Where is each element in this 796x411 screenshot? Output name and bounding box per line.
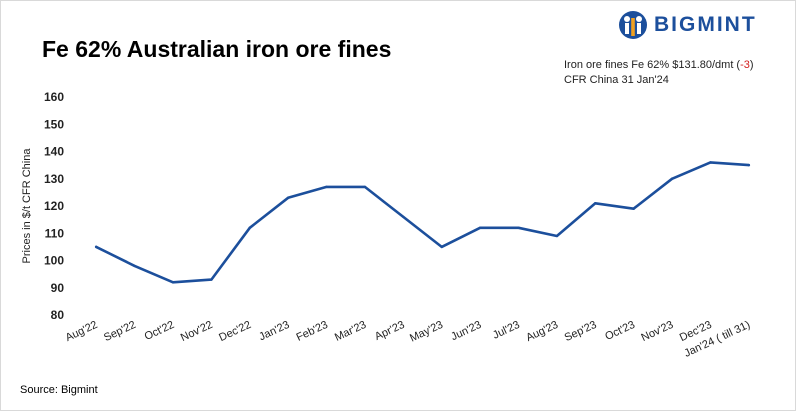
x-tick-label: Sep'23 bbox=[563, 319, 599, 344]
series-line bbox=[94, 161, 751, 284]
x-tick-label: Jul'23 bbox=[491, 319, 522, 342]
x-tick-label: Jun'23 bbox=[449, 319, 483, 343]
y-tick-label: 110 bbox=[45, 226, 65, 240]
data-point bbox=[747, 163, 751, 167]
x-tick-label: Nov'22 bbox=[179, 319, 215, 344]
x-tick-label: May'23 bbox=[408, 319, 445, 345]
price-change: -3 bbox=[740, 59, 750, 71]
chart-title: Fe 62% Australian iron ore fines bbox=[42, 36, 392, 62]
data-point bbox=[171, 281, 175, 284]
y-tick-label: 160 bbox=[44, 90, 64, 104]
bigmint-logo: BIGMINT bbox=[618, 9, 757, 41]
x-tick-label: Aug'23 bbox=[524, 319, 560, 344]
x-tick-label: Jan'23 bbox=[257, 319, 291, 343]
source-note: Source: Bigmint bbox=[20, 384, 98, 396]
data-point bbox=[363, 185, 367, 189]
data-point bbox=[440, 245, 443, 249]
brand-name: BIGMINT bbox=[654, 13, 757, 36]
y-tick-label: 140 bbox=[44, 145, 64, 159]
people-icon bbox=[619, 11, 647, 39]
y-axis-label: Prices in $/t CFR China bbox=[21, 148, 33, 264]
data-point bbox=[286, 196, 290, 200]
data-point bbox=[594, 202, 597, 205]
x-tick-label: Oct'22 bbox=[143, 319, 177, 343]
data-point bbox=[517, 226, 520, 229]
data-point bbox=[632, 207, 635, 210]
y-tick-label: 130 bbox=[44, 172, 64, 186]
price-annotation: Iron ore fines Fe 62% $131.80/dmt (-3) C… bbox=[564, 58, 754, 88]
data-point bbox=[133, 264, 136, 268]
price-annotation-line-1: Iron ore fines Fe 62% $131.80/dmt (-3) bbox=[564, 58, 754, 73]
x-tick-label: Feb'23 bbox=[295, 319, 330, 344]
y-tick-label: 150 bbox=[44, 117, 64, 131]
data-point bbox=[325, 185, 328, 189]
x-tick-label: Sep'22 bbox=[102, 319, 138, 344]
data-point bbox=[670, 177, 674, 180]
data-point bbox=[94, 245, 98, 249]
price-annotation-line-2: CFR China 31 Jan'24 bbox=[564, 74, 669, 86]
x-tick-label: Aug'22 bbox=[64, 319, 100, 344]
data-point bbox=[478, 226, 482, 229]
x-tick-label: Mar'23 bbox=[333, 319, 368, 344]
price-text: Iron ore fines Fe 62% $131.80/dmt ( bbox=[564, 59, 741, 71]
y-tick-label: 80 bbox=[51, 308, 65, 322]
data-point bbox=[402, 215, 405, 219]
x-tick-label: Apr'23 bbox=[373, 319, 407, 343]
x-tick-label: Nov'23 bbox=[639, 319, 675, 344]
data-point bbox=[555, 234, 559, 238]
x-tick-label: Oct'23 bbox=[603, 319, 637, 343]
y-tick-label: 120 bbox=[44, 199, 64, 213]
price-text-suffix: ) bbox=[749, 59, 754, 71]
data-point bbox=[248, 226, 251, 229]
data-point bbox=[709, 161, 712, 164]
x-tick-label: Dec'22 bbox=[217, 319, 253, 344]
y-tick-label: 90 bbox=[51, 281, 65, 295]
y-tick-label: 100 bbox=[44, 254, 64, 268]
data-point bbox=[210, 278, 213, 281]
